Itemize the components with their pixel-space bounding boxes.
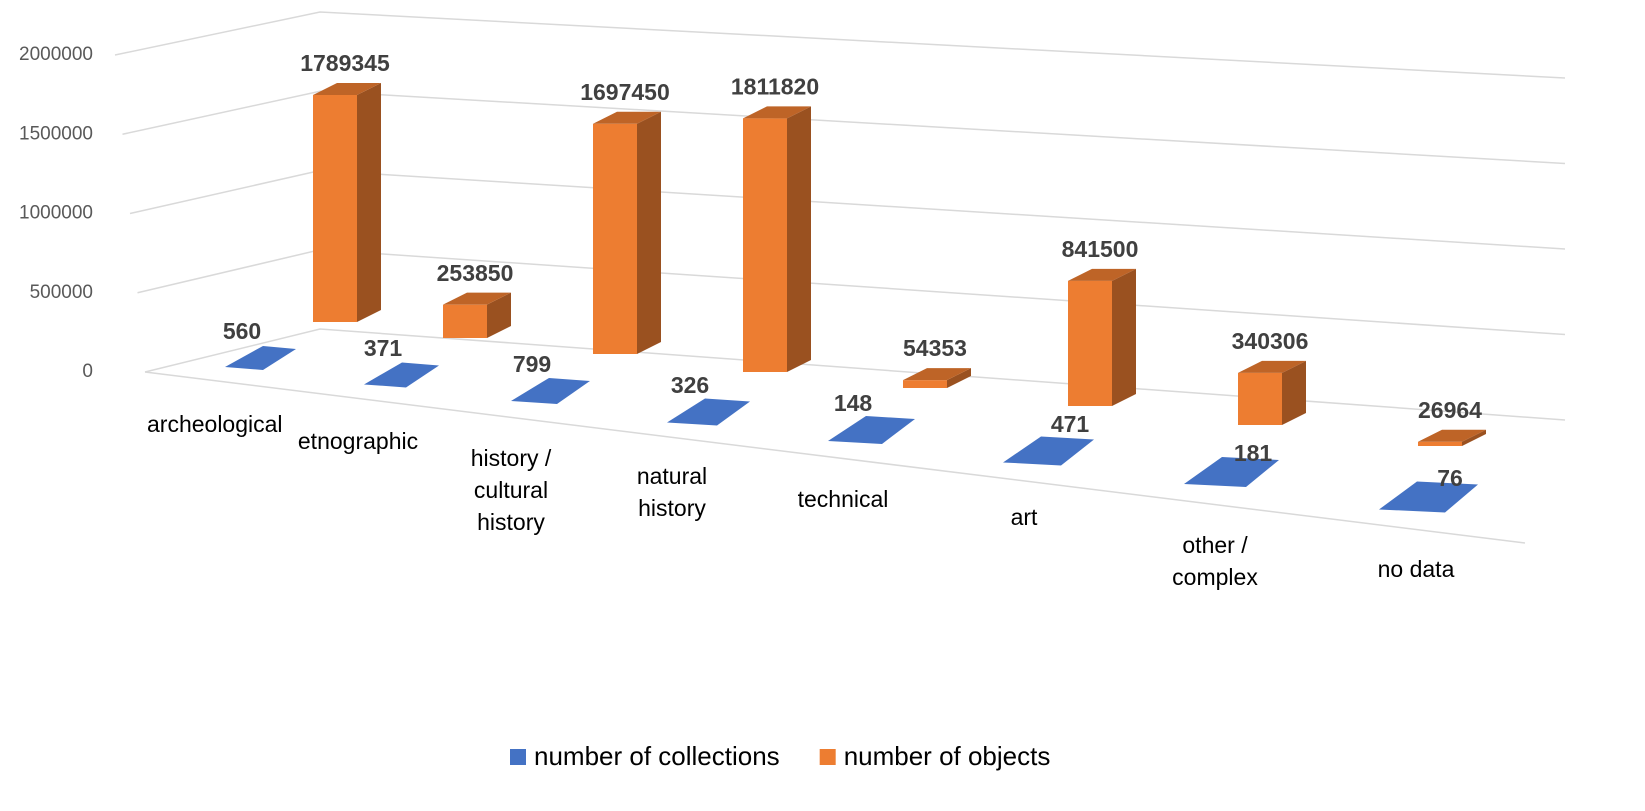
object-bar-side	[357, 82, 381, 322]
object-bar	[1418, 441, 1462, 446]
object-bar-side	[947, 368, 971, 388]
collection-bar	[1379, 481, 1478, 513]
object-bar-side	[1462, 429, 1486, 446]
value-label: 841500	[1062, 236, 1139, 262]
y-tick-label: 2000000	[19, 44, 93, 65]
grid-line	[144, 328, 1566, 421]
object-bar-top	[313, 82, 381, 95]
object-bar-top	[1238, 360, 1306, 373]
object-bar-side	[1112, 268, 1136, 406]
value-label: 54353	[903, 335, 967, 361]
x-tick-label: technical	[797, 486, 889, 512]
value-label: 799	[513, 351, 551, 377]
value-label: 560	[223, 318, 261, 344]
object-bar-side	[1282, 360, 1306, 425]
y-tick-label: 1000000	[19, 203, 93, 224]
x-tick-label: archeological	[147, 411, 283, 437]
value-label: 1789345	[300, 50, 390, 76]
object-bar-top	[743, 106, 811, 119]
object-bar	[1068, 280, 1112, 406]
value-label: 1697450	[580, 79, 670, 105]
value-label: 471	[1051, 411, 1090, 437]
x-tick-label: art	[1010, 504, 1038, 530]
x-tick-label: history / cultural history	[470, 445, 552, 535]
collection-bar	[667, 398, 750, 426]
object-bar	[443, 304, 487, 338]
value-label: 76	[1437, 465, 1463, 491]
object-bar	[593, 123, 637, 354]
x-tick-label: natural history	[636, 463, 708, 521]
y-tick-label: 500000	[30, 282, 93, 303]
floor-edge	[144, 371, 1526, 544]
value-label: 371	[364, 335, 403, 361]
object-bar-top	[443, 292, 511, 305]
legend-label: number of collections	[534, 741, 780, 771]
object-bar	[313, 94, 357, 322]
x-tick-label: other / complex	[1172, 532, 1258, 590]
grid-line	[114, 11, 1566, 79]
object-bar	[743, 118, 787, 372]
value-label: 148	[834, 390, 873, 416]
y-tick-label: 0	[82, 361, 93, 382]
y-tick-label: 1500000	[19, 123, 93, 144]
legend-swatch	[819, 749, 836, 765]
x-tick-label: etnographic	[297, 428, 419, 454]
x-tick-label: no data	[1377, 556, 1455, 582]
value-label: 340306	[1232, 328, 1309, 354]
collection-bar	[828, 415, 915, 444]
collection-bar	[225, 345, 296, 370]
object-bar-top	[903, 368, 971, 381]
collection-bar	[1003, 436, 1094, 466]
object-bar-top	[1418, 429, 1486, 442]
value-label: 1811820	[731, 73, 819, 99]
legend-swatch	[510, 749, 526, 765]
object-bar	[903, 380, 947, 388]
legend-label: number of objects	[844, 741, 1051, 771]
object-bar	[1238, 372, 1282, 425]
object-bar-top	[593, 111, 661, 124]
value-label: 181	[1234, 440, 1273, 466]
grid-line	[122, 90, 1566, 165]
object-bar-side	[487, 292, 511, 338]
value-label: 326	[671, 372, 709, 398]
object-bar-top	[1068, 268, 1136, 281]
object-bar-side	[637, 111, 661, 354]
collection-bar	[511, 377, 590, 404]
object-bar-side	[787, 106, 811, 372]
value-label: 26964	[1418, 397, 1482, 423]
collection-bar	[1184, 456, 1279, 487]
value-label: 253850	[437, 260, 514, 286]
collection-bar	[364, 362, 439, 388]
